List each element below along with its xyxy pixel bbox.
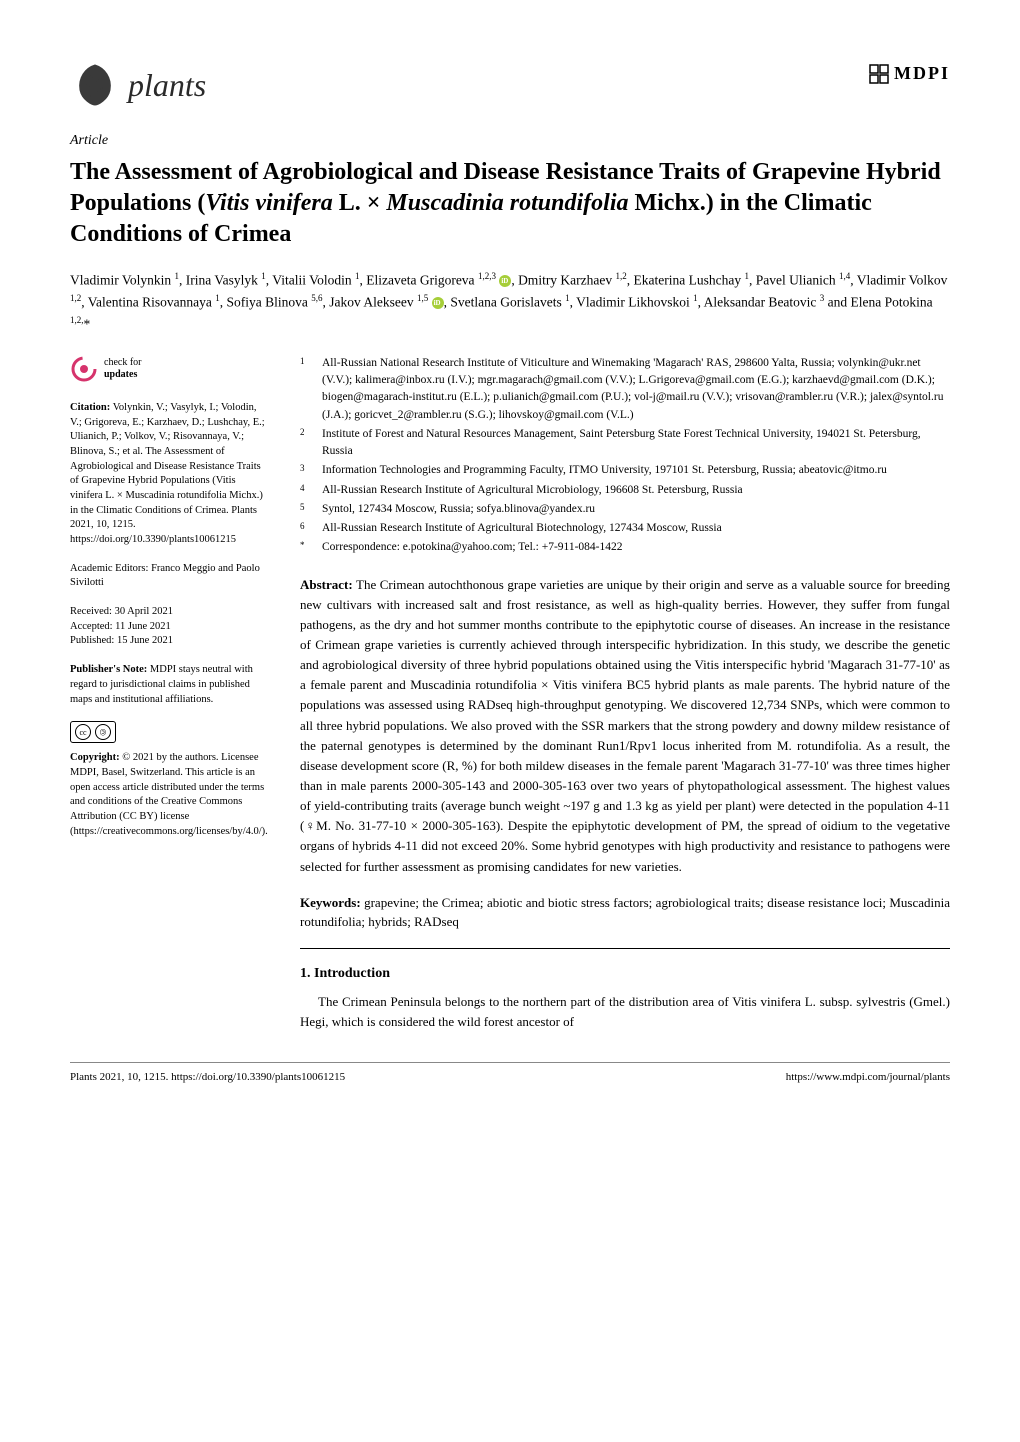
cc-icon: cc — [75, 724, 91, 740]
main-column: 1All-Russian National Research Institute… — [300, 355, 950, 1032]
affiliation-number: 3 — [300, 462, 310, 479]
abstract-text: The Crimean autochthonous grape varietie… — [300, 577, 950, 874]
keywords-text: grapevine; the Crimea; abiotic and bioti… — [300, 895, 950, 930]
publisher-note-block: Publisher's Note: MDPI stays neutral wit… — [70, 663, 270, 707]
separator — [300, 948, 950, 949]
article-type: Article — [70, 130, 950, 151]
affiliation-text: All-Russian National Research Institute … — [322, 355, 950, 424]
body-paragraph: The Crimean Peninsula belongs to the nor… — [300, 992, 950, 1032]
affiliation-item: * Correspondence: e.potokina@yahoo.com; T… — [300, 539, 950, 556]
citation-block: Citation: Volynkin, V.; Vasylyk, I.; Vol… — [70, 401, 270, 548]
orcid-icon — [432, 297, 444, 309]
affiliation-item: 2 Institute of Forest and Natural Resourc… — [300, 426, 950, 461]
orcid-icon — [499, 275, 511, 287]
journal-name: plants — [128, 61, 206, 109]
check-updates-icon — [70, 355, 98, 383]
title-mid1: L. × — [333, 190, 387, 216]
copyright-block: Copyright: © 2021 by the authors. Licens… — [70, 751, 270, 839]
page: plants MDPI Article The Assessment of Ag… — [0, 0, 1020, 1125]
header-row: plants MDPI — [70, 60, 950, 110]
affiliation-number: 5 — [300, 501, 310, 518]
affiliation-item: 1All-Russian National Research Institute… — [300, 355, 950, 424]
title-ital1: Vitis vinifera — [205, 190, 332, 216]
copyright-label: Copyright: — [70, 752, 120, 763]
abstract-label: Abstract: — [300, 577, 353, 592]
journal-logo: plants — [70, 60, 206, 110]
keywords: Keywords: grapevine; the Crimea; abiotic… — [300, 893, 950, 932]
affiliation-number: 6 — [300, 520, 310, 537]
publisher-name: MDPI — [894, 60, 950, 87]
editors-label: Academic Editors: — [70, 563, 148, 574]
publisher-logo: MDPI — [868, 60, 950, 87]
affiliation-text: Correspondence: e.potokina@yahoo.com; Te… — [322, 539, 623, 556]
affiliation-text: Information Technologies and Programming… — [322, 462, 887, 479]
check-updates-label: check forupdates — [104, 357, 141, 381]
affiliation-text: All-Russian Research Institute of Agricu… — [322, 520, 722, 537]
copyright-text: © 2021 by the authors. Licensee MDPI, Ba… — [70, 752, 268, 836]
two-column-layout: check forupdates Citation: Volynkin, V.;… — [70, 355, 950, 1032]
sidebar: check forupdates Citation: Volynkin, V.;… — [70, 355, 270, 854]
citation-label: Citation: — [70, 402, 110, 413]
section-heading: 1. Introduction — [300, 963, 950, 984]
check-updates-badge[interactable]: check forupdates — [70, 355, 270, 383]
affiliation-number: 2 — [300, 426, 310, 461]
by-icon: 🄯 — [95, 724, 111, 740]
article-title: The Assessment of Agrobiological and Dis… — [70, 157, 950, 251]
affiliation-text: All-Russian Research Institute of Agricu… — [322, 482, 743, 499]
affiliation-item: 3 Information Technologies and Programmin… — [300, 462, 950, 479]
leaf-icon — [70, 60, 120, 110]
received-date: Received: 30 April 2021 — [70, 605, 270, 620]
affiliation-number: 1 — [300, 355, 310, 424]
cc-license-badge: cc 🄯 — [70, 721, 270, 743]
affiliation-item: 4 All-Russian Research Institute of Agric… — [300, 482, 950, 499]
footer-left: Plants 2021, 10, 1215. https://doi.org/1… — [70, 1069, 345, 1086]
mdpi-icon — [868, 63, 890, 85]
keywords-label: Keywords: — [300, 895, 361, 910]
page-footer: Plants 2021, 10, 1215. https://doi.org/1… — [70, 1062, 950, 1086]
affiliation-text: Institute of Forest and Natural Resource… — [322, 426, 950, 461]
abstract: Abstract: The Crimean autochthonous grap… — [300, 575, 950, 877]
accepted-date: Accepted: 11 June 2021 — [70, 620, 270, 635]
published-date: Published: 15 June 2021 — [70, 634, 270, 649]
affiliation-number: 4 — [300, 482, 310, 499]
author-list: Vladimir Volynkin 1, Irina Vasylyk 1, Vi… — [70, 269, 950, 335]
citation-text: Volynkin, V.; Vasylyk, I.; Volodin, V.; … — [70, 402, 265, 545]
pubnote-label: Publisher's Note: — [70, 664, 147, 675]
dates-block: Received: 30 April 2021 Accepted: 11 Jun… — [70, 605, 270, 649]
editors-block: Academic Editors: Franco Meggio and Paol… — [70, 562, 270, 591]
footer-right: https://www.mdpi.com/journal/plants — [786, 1069, 950, 1086]
affiliation-text: Syntol, 127434 Moscow, Russia; sofya.bli… — [322, 501, 595, 518]
affiliations: 1All-Russian National Research Institute… — [300, 355, 950, 557]
affiliation-number: * — [300, 539, 310, 556]
affiliation-item: 6 All-Russian Research Institute of Agric… — [300, 520, 950, 537]
title-ital2: Muscadinia rotundifolia — [386, 190, 628, 216]
affiliation-item: 5 Syntol, 127434 Moscow, Russia; sofya.bl… — [300, 501, 950, 518]
